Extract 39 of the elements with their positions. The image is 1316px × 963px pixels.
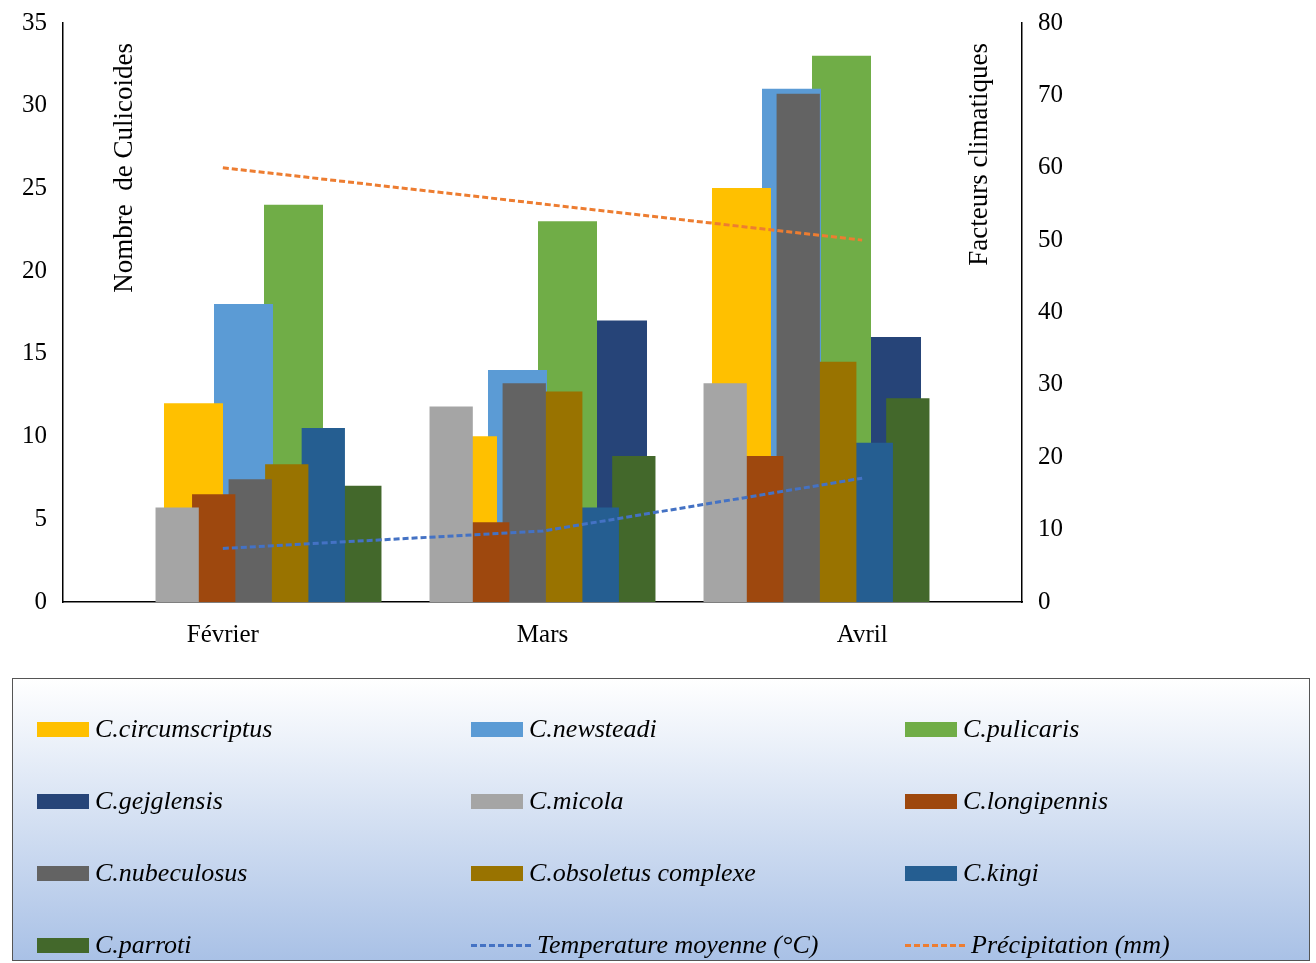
x-tick-label: Avril <box>836 619 888 647</box>
y2-axis-title: Facteurs climatiques <box>963 43 994 266</box>
y2-tick-label: 30 <box>1038 369 1063 397</box>
y-tick-label: 25 <box>22 172 47 200</box>
bar <box>776 93 820 602</box>
y-tick-label: 35 <box>22 7 47 35</box>
y2-tick-label: 0 <box>1038 586 1051 614</box>
legend-label: C.parroti <box>95 930 192 960</box>
y2-tick-label: 40 <box>1038 297 1063 325</box>
y2-tick-label: 80 <box>1038 7 1063 35</box>
y-tick-label: 15 <box>22 338 47 366</box>
y-tick-label: 10 <box>22 421 47 449</box>
y2-tick-label: 20 <box>1038 441 1063 469</box>
y-tick-label: 20 <box>22 255 47 283</box>
legend-label: C.pulicaris <box>963 714 1080 744</box>
legend-label: C.nubeculosus <box>95 858 248 888</box>
bar <box>502 383 546 602</box>
legend-label: C.micola <box>529 786 624 816</box>
y2-tick-label: 10 <box>1038 514 1063 542</box>
legend-label: C.newsteadi <box>529 714 657 744</box>
y-axis-title: Nombre de Culicoides <box>108 43 139 293</box>
legend-label: C.circumscriptus <box>95 714 273 744</box>
legend-label: Temperature moyenne (°C) <box>537 930 819 960</box>
y2-tick-label: 70 <box>1038 79 1063 107</box>
y-tick-label: 0 <box>34 586 47 614</box>
bar <box>429 406 473 602</box>
y2-tick-label: 60 <box>1038 152 1063 180</box>
bar <box>155 507 199 602</box>
legend-label: C.obsoletus complexe <box>529 858 756 888</box>
y2-tick-label: 50 <box>1038 224 1063 252</box>
x-tick-label: Mars <box>516 619 569 647</box>
legend-label: C.kingi <box>963 858 1039 888</box>
legend-label: C.longipennis <box>963 786 1109 816</box>
y-tick-label: 30 <box>22 90 47 118</box>
x-tick-label: Février <box>186 619 260 647</box>
y-tick-label: 5 <box>34 503 47 531</box>
bar <box>703 383 747 602</box>
legend-label: Précipitation (mm) <box>971 930 1170 960</box>
legend-label: C.gejglensis <box>95 786 223 816</box>
